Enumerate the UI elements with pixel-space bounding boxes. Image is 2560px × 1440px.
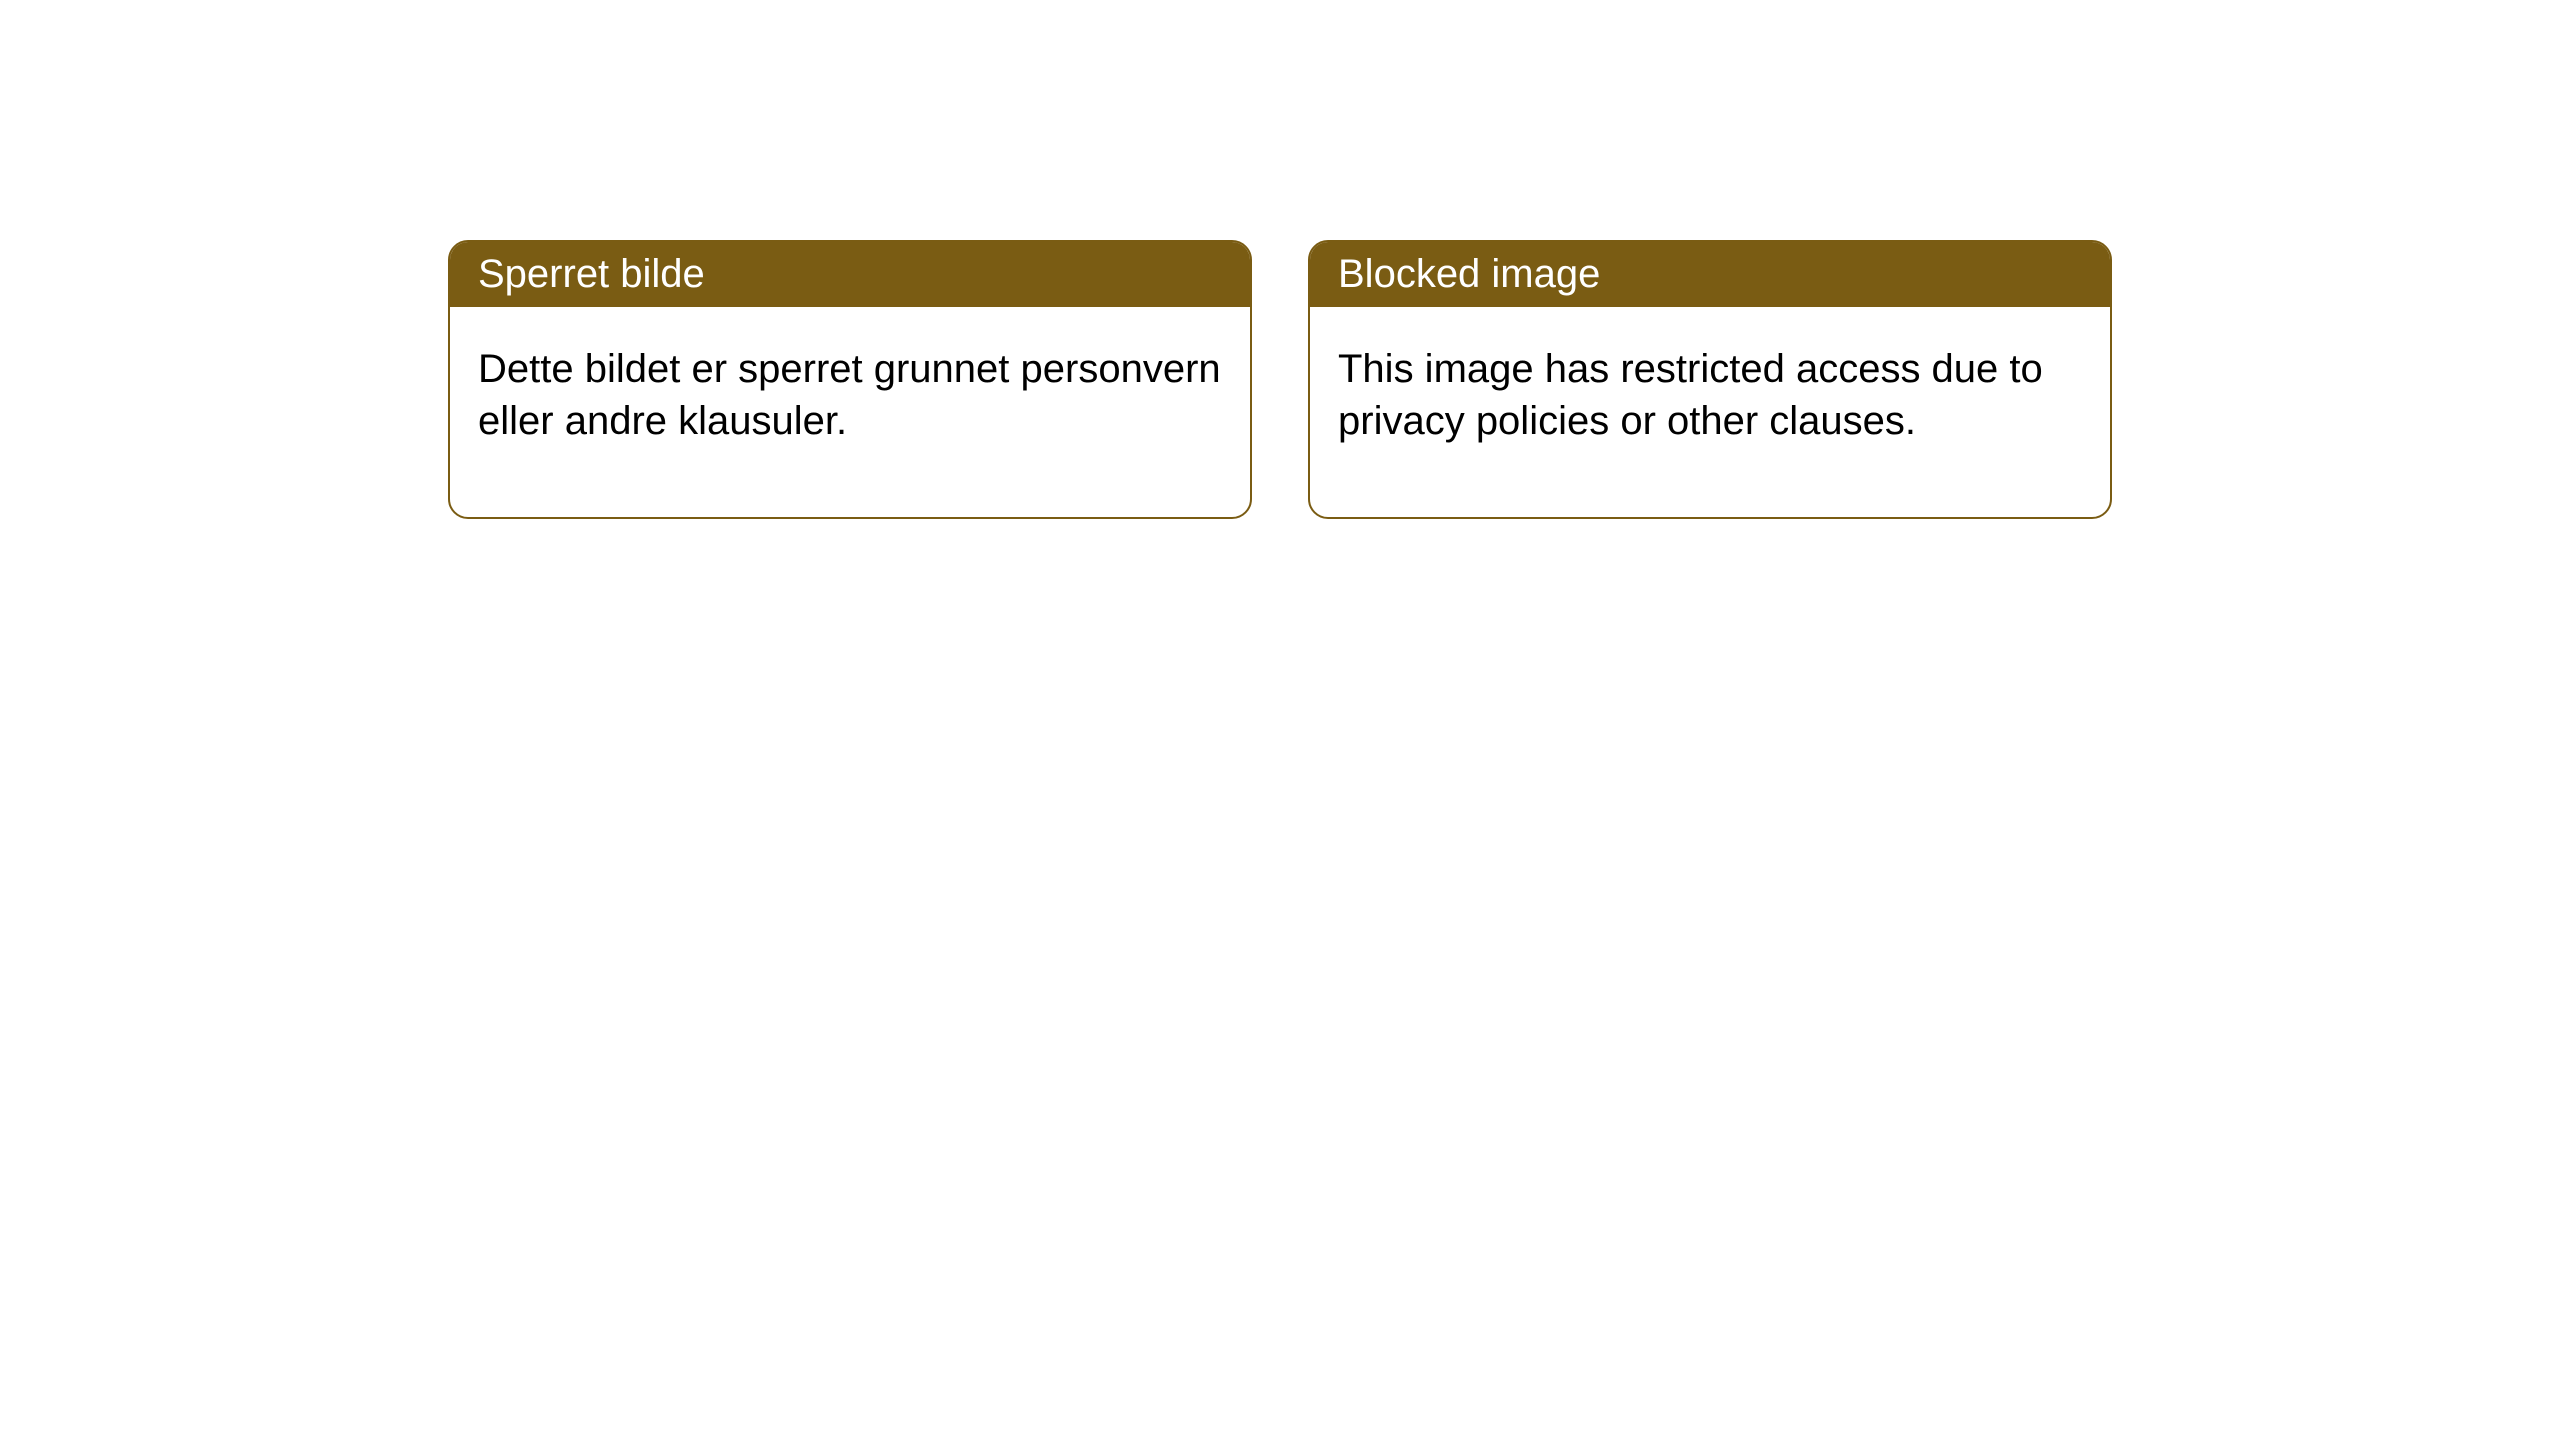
notice-card-norwegian: Sperret bilde Dette bildet er sperret gr… — [448, 240, 1252, 519]
card-body: Dette bildet er sperret grunnet personve… — [450, 307, 1250, 517]
card-title: Sperret bilde — [478, 252, 705, 296]
notice-card-english: Blocked image This image has restricted … — [1308, 240, 2112, 519]
card-body-text: This image has restricted access due to … — [1338, 347, 2043, 443]
card-header: Sperret bilde — [450, 242, 1250, 307]
card-body-text: Dette bildet er sperret grunnet personve… — [478, 347, 1221, 443]
card-header: Blocked image — [1310, 242, 2110, 307]
card-title: Blocked image — [1338, 252, 1600, 296]
card-body: This image has restricted access due to … — [1310, 307, 2110, 517]
notice-cards-container: Sperret bilde Dette bildet er sperret gr… — [448, 240, 2112, 519]
